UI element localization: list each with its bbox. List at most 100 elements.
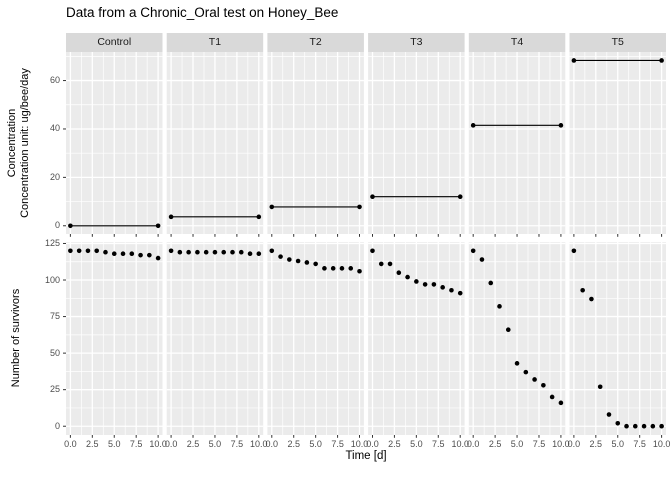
survivor-point [632,423,638,429]
concentration-point [571,58,577,63]
facet-strip-label: T1 [208,36,222,48]
concentration-point [269,204,275,210]
concentration-point [256,214,262,220]
survivor-point [523,369,529,375]
survivor-point [68,248,73,254]
survivor-point [479,257,485,262]
survivor-point [659,423,664,429]
survivor-point [238,249,244,255]
survivor-point [580,287,585,293]
facet-strip [569,33,666,52]
y-tick-label: 50 [49,347,60,358]
survivor-point [94,248,100,254]
concentration-point [470,123,476,128]
survivor-point [449,287,454,293]
survivor-point [422,282,428,287]
survivor-point [85,248,91,254]
x-tick-label: 2.5 [589,439,603,449]
y-tick-label: 100 [44,274,60,285]
facet-strip [66,33,163,52]
survivor-point [641,423,647,429]
concentration-point [457,194,463,200]
survivor-point [549,394,555,400]
x-tick-label: 0.0 [366,439,379,449]
x-tick-label: 2.5 [287,439,300,449]
x-tick-label: 10.0 [350,439,369,449]
y-tick-label: 75 [49,311,60,322]
facet-strip-label: T3 [410,36,423,48]
concentration-point [155,223,161,229]
survivor-point [295,258,301,264]
facet-strip [267,33,364,52]
survivor-point [414,279,419,284]
facet-strip-label: Control [97,36,132,48]
survivor-point [120,251,126,256]
survivor-point [431,282,437,287]
survivor-point [558,400,564,406]
x-tick-label: 2.5 [186,439,200,449]
x-tick-label: 7.5 [230,439,244,449]
survivor-point [147,252,152,258]
survivor-point [221,249,227,255]
facet-strip [166,33,264,52]
concentration-point [357,204,362,210]
x-tick-label: 2.5 [388,439,401,449]
x-tick-label: 0.0 [64,439,77,449]
y-axis-title-concentration-line1: Concentration [6,108,18,178]
y-tick-label: 20 [49,171,60,182]
survivor-point [541,382,546,388]
concentration-point [68,223,73,229]
survivor-point [103,249,108,255]
survivor-point [624,423,629,429]
survivor-point [256,251,262,256]
concentration-point [370,194,375,200]
survivor-point [514,361,520,366]
x-tick-label: 7.5 [633,439,646,449]
x-tick-label: 0.0 [466,439,480,449]
survivor-point [497,304,502,309]
y-tick-label: 0 [54,420,60,431]
x-tick-label: 2.5 [86,439,99,449]
x-tick-label: 7.5 [532,439,546,449]
concentration-point [558,123,564,128]
x-tick-label: 5.0 [208,439,222,449]
x-axis-title: Time [d] [345,450,387,462]
survivor-point [470,248,476,254]
survivor-point [571,248,577,254]
y-tick-label: 25 [49,384,60,395]
survivor-point [230,249,235,255]
y-axis-title-survivors: Number of survivors [10,288,22,388]
facet-strip-label: T5 [611,36,624,48]
x-tick-label: 0.0 [265,439,279,449]
survivor-point [203,249,209,255]
survivor-point [322,266,327,271]
x-tick-label: 5.0 [510,439,524,449]
survivor-point [195,249,200,255]
survivor-point [247,251,253,256]
facet-strip [468,33,566,52]
survivor-point [606,412,612,417]
x-tick-label: 5.0 [107,439,121,449]
x-tick-label: 7.5 [331,439,344,449]
x-tick-label: 10.0 [149,439,167,449]
x-tick-label: 10.0 [250,439,268,449]
survivor-point [589,296,594,302]
x-tick-label: 7.5 [129,439,143,449]
survivor-point [313,261,318,267]
survivor-point [278,254,283,259]
survivor-point [488,280,494,286]
concentration-point [168,214,174,220]
survivor-point [396,270,402,276]
facet-strip-label: T4 [510,36,524,48]
survivor-point [532,377,537,382]
survivor-point [348,266,354,271]
survivor-point [111,251,117,256]
y-axis-title-concentration-line2: Concentration unit: ug/bee/day [19,68,31,218]
x-tick-label: 7.5 [432,439,445,449]
survivor-point [370,248,375,254]
x-tick-label: 5.0 [611,439,624,449]
y-tick-label: 0 [54,220,60,231]
x-tick-label: 10.0 [552,439,570,449]
survivor-point [168,248,174,254]
